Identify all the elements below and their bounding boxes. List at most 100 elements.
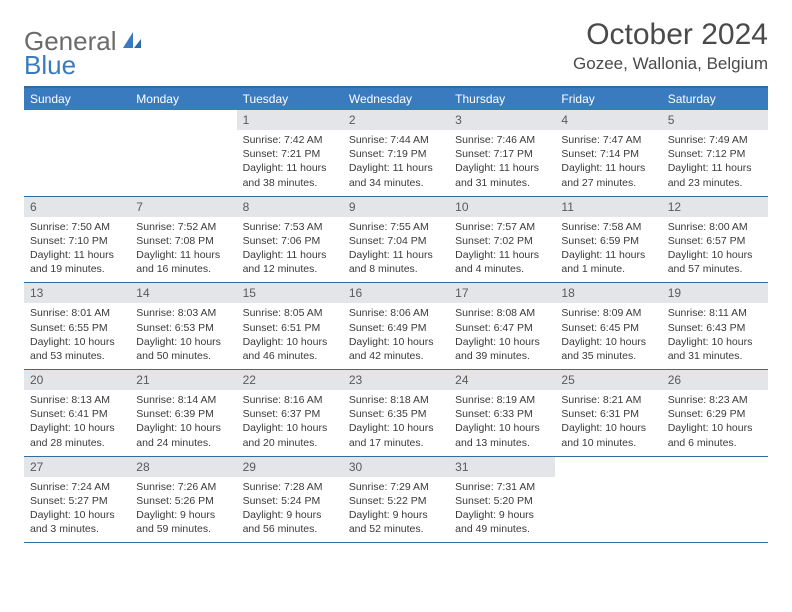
weekday-header: Monday (130, 88, 236, 110)
calendar-day-cell: 20Sunrise: 8:13 AMSunset: 6:41 PMDayligh… (24, 370, 130, 456)
sunrise-line: Sunrise: 7:53 AM (243, 220, 337, 234)
sunset-line: Sunset: 6:59 PM (561, 234, 655, 248)
calendar-day-cell: 15Sunrise: 8:05 AMSunset: 6:51 PMDayligh… (237, 283, 343, 369)
sunrise-line: Sunrise: 8:16 AM (243, 393, 337, 407)
calendar-day-cell: 28Sunrise: 7:26 AMSunset: 5:26 PMDayligh… (130, 457, 236, 543)
calendar-day-cell: 14Sunrise: 8:03 AMSunset: 6:53 PMDayligh… (130, 283, 236, 369)
sunset-line: Sunset: 5:24 PM (243, 494, 337, 508)
weekday-header-row: Sunday Monday Tuesday Wednesday Thursday… (24, 88, 768, 110)
day-details: Sunrise: 7:47 AMSunset: 7:14 PMDaylight:… (555, 130, 661, 196)
daylight-line: Daylight: 10 hours and 28 minutes. (30, 421, 124, 449)
calendar-day-cell: 16Sunrise: 8:06 AMSunset: 6:49 PMDayligh… (343, 283, 449, 369)
calendar-day-cell: .... (24, 110, 130, 196)
day-number: 1 (237, 110, 343, 130)
daylight-line: Daylight: 11 hours and 1 minute. (561, 248, 655, 276)
calendar-week-row: 6 Sunrise: 7:50 AMSunset: 7:10 PM Daylight… (24, 197, 768, 284)
calendar-day-cell: 5Sunrise: 7:49 AMSunset: 7:12 PMDaylight… (662, 110, 768, 196)
day-details: Sunrise: 7:49 AMSunset: 7:12 PMDaylight:… (662, 130, 768, 196)
day-number: 11 (555, 197, 661, 217)
month-year-title: October 2024 (573, 18, 768, 52)
sunset-line: Sunset: 5:20 PM (455, 494, 549, 508)
day-details: Sunrise: 7:24 AMSunset: 5:27 PMDaylight:… (24, 477, 130, 543)
sunset-line: Sunset: 7:17 PM (455, 147, 549, 161)
calendar-day-cell: 9Sunrise: 7:55 AMSunset: 7:04 PMDaylight… (343, 197, 449, 283)
day-details: Sunrise: 8:23 AMSunset: 6:29 PMDaylight:… (662, 390, 768, 456)
calendar-day-cell: 25Sunrise: 8:21 AMSunset: 6:31 PMDayligh… (555, 370, 661, 456)
daylight-line: Daylight: 9 hours and 49 minutes. (455, 508, 549, 536)
calendar: Sunday Monday Tuesday Wednesday Thursday… (24, 86, 768, 543)
calendar-day-cell: 7Sunrise: 7:52 AMSunset: 7:08 PMDaylight… (130, 197, 236, 283)
calendar-day-cell: 13Sunrise: 8:01 AMSunset: 6:55 PMDayligh… (24, 283, 130, 369)
daylight-line: Daylight: 11 hours and 8 minutes. (349, 248, 443, 276)
calendar-day-cell: 21Sunrise: 8:14 AMSunset: 6:39 PMDayligh… (130, 370, 236, 456)
sunrise-line: Sunrise: 8:01 AM (30, 306, 124, 320)
daylight-line: Daylight: 10 hours and 20 minutes. (243, 421, 337, 449)
calendar-day-cell: 3Sunrise: 7:46 AMSunset: 7:17 PMDaylight… (449, 110, 555, 196)
sunset-line: Sunset: 7:02 PM (455, 234, 549, 248)
sunrise-line: Sunrise: 7:52 AM (136, 220, 230, 234)
day-number: 6 (24, 197, 130, 217)
day-details: Sunrise: 8:13 AMSunset: 6:41 PMDaylight:… (24, 390, 130, 456)
calendar-day-cell: 31Sunrise: 7:31 AMSunset: 5:20 PMDayligh… (449, 457, 555, 543)
calendar-week-row: ........1Sunrise: 7:42 AMSunset: 7:21 PM… (24, 110, 768, 197)
calendar-day-cell: 19Sunrise: 8:11 AMSunset: 6:43 PMDayligh… (662, 283, 768, 369)
daylight-line: Daylight: 10 hours and 24 minutes. (136, 421, 230, 449)
sunrise-line: Sunrise: 8:13 AM (30, 393, 124, 407)
day-number: 21 (130, 370, 236, 390)
daylight-line: Daylight: 10 hours and 6 minutes. (668, 421, 762, 449)
sunrise-line: Sunrise: 7:50 AM (30, 220, 124, 234)
daylight-line: Daylight: 10 hours and 35 minutes. (561, 335, 655, 363)
title-block: October 2024 Gozee, Wallonia, Belgium (573, 18, 768, 74)
daylight-line: Daylight: 9 hours and 56 minutes. (243, 508, 337, 536)
day-number: 27 (24, 457, 130, 477)
sunset-line: Sunset: 6:31 PM (561, 407, 655, 421)
daylight-line: Daylight: 11 hours and 34 minutes. (349, 161, 443, 189)
sunset-line: Sunset: 6:39 PM (136, 407, 230, 421)
sunset-line: Sunset: 6:29 PM (668, 407, 762, 421)
daylight-line: Daylight: 10 hours and 42 minutes. (349, 335, 443, 363)
sunset-line: Sunset: 7:08 PM (136, 234, 230, 248)
day-number: 18 (555, 283, 661, 303)
calendar-day-cell: 10Sunrise: 7:57 AMSunset: 7:02 PMDayligh… (449, 197, 555, 283)
daylight-line: Daylight: 11 hours and 31 minutes. (455, 161, 549, 189)
day-details: Sunrise: 8:14 AMSunset: 6:39 PMDaylight:… (130, 390, 236, 456)
sunset-line: Sunset: 5:22 PM (349, 494, 443, 508)
daylight-line: Daylight: 10 hours and 39 minutes. (455, 335, 549, 363)
calendar-day-cell: 22Sunrise: 8:16 AMSunset: 6:37 PMDayligh… (237, 370, 343, 456)
calendar-day-cell: 18Sunrise: 8:09 AMSunset: 6:45 PMDayligh… (555, 283, 661, 369)
weekday-header: Sunday (24, 88, 130, 110)
weekday-header: Saturday (662, 88, 768, 110)
calendar-week-row: 20Sunrise: 8:13 AMSunset: 6:41 PMDayligh… (24, 370, 768, 457)
sunrise-line: Sunrise: 8:03 AM (136, 306, 230, 320)
sunset-line: Sunset: 7:21 PM (243, 147, 337, 161)
day-details: Sunrise: 7:57 AMSunset: 7:02 PMDaylight:… (449, 217, 555, 283)
daylight-line: Daylight: 10 hours and 53 minutes. (30, 335, 124, 363)
sunset-line: Sunset: 7:10 PM (30, 234, 124, 248)
day-details: Sunrise: 8:03 AMSunset: 6:53 PMDaylight:… (130, 303, 236, 369)
daylight-line: Daylight: 10 hours and 13 minutes. (455, 421, 549, 449)
sunset-line: Sunset: 6:35 PM (349, 407, 443, 421)
sunrise-line: Sunrise: 7:46 AM (455, 133, 549, 147)
calendar-week-row: 27Sunrise: 7:24 AMSunset: 5:27 PMDayligh… (24, 457, 768, 544)
calendar-day-cell: 6Sunrise: 7:50 AMSunset: 7:10 PMDaylight… (24, 197, 130, 283)
day-number: 22 (237, 370, 343, 390)
sunrise-line: Sunrise: 7:42 AM (243, 133, 337, 147)
sunset-line: Sunset: 6:57 PM (668, 234, 762, 248)
daylight-line: Daylight: 10 hours and 10 minutes. (561, 421, 655, 449)
day-number: 13 (24, 283, 130, 303)
daylight-line: Daylight: 10 hours and 50 minutes. (136, 335, 230, 363)
calendar-day-cell: 4Sunrise: 7:47 AMSunset: 7:14 PMDaylight… (555, 110, 661, 196)
calendar-day-cell: 8Sunrise: 7:53 AMSunset: 7:06 PMDaylight… (237, 197, 343, 283)
calendar-day-cell: 30Sunrise: 7:29 AMSunset: 5:22 PMDayligh… (343, 457, 449, 543)
sunset-line: Sunset: 6:45 PM (561, 321, 655, 335)
sunrise-line: Sunrise: 8:05 AM (243, 306, 337, 320)
calendar-day-cell: 17Sunrise: 8:08 AMSunset: 6:47 PMDayligh… (449, 283, 555, 369)
day-details: Sunrise: 7:28 AMSunset: 5:24 PMDaylight:… (237, 477, 343, 543)
day-details: Sunrise: 8:01 AMSunset: 6:55 PMDaylight:… (24, 303, 130, 369)
calendar-day-cell: 29Sunrise: 7:28 AMSunset: 5:24 PMDayligh… (237, 457, 343, 543)
sunrise-line: Sunrise: 7:26 AM (136, 480, 230, 494)
sunset-line: Sunset: 7:06 PM (243, 234, 337, 248)
day-details: Sunrise: 8:08 AMSunset: 6:47 PMDaylight:… (449, 303, 555, 369)
daylight-line: Daylight: 9 hours and 52 minutes. (349, 508, 443, 536)
daylight-line: Daylight: 10 hours and 31 minutes. (668, 335, 762, 363)
